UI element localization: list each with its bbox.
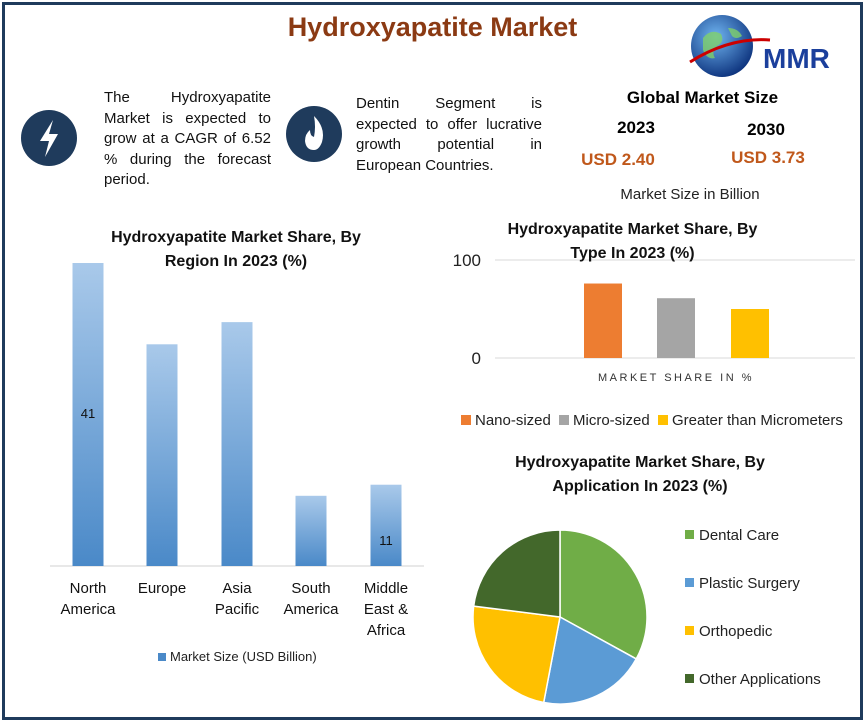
x-tick-label: South America (283, 580, 339, 618)
bar (657, 298, 695, 358)
bar (295, 495, 327, 566)
pie-slice (472, 529, 561, 618)
pie-slice (559, 529, 648, 660)
legend-label: Micro-sized (573, 412, 650, 429)
logo-text: MMR (763, 43, 830, 74)
bar (72, 263, 104, 566)
x-tick-label: North America (60, 580, 116, 618)
chart-title: Hydroxyapatite Market Share, By Type In … (507, 221, 758, 262)
legend-swatch (685, 626, 694, 635)
pie-slice (472, 605, 561, 704)
market-size-title: Global Market Size (626, 88, 779, 107)
x-tick-label: Asia Pacific (214, 580, 260, 618)
market-value: USD 3.73 (731, 148, 805, 167)
data-label: 41 (81, 406, 95, 421)
legend-label: Dental Care (699, 527, 779, 544)
legend-label: Other Applications (699, 671, 821, 688)
legend-swatch (658, 415, 668, 425)
logo: MMR (689, 15, 830, 77)
pie-slice (542, 615, 638, 705)
page-title: Hydroxyapatite Market (287, 12, 578, 42)
info-text: The Hydroxyapatite Market is expected to… (104, 89, 271, 188)
icon-bolt (21, 110, 77, 166)
market-note: Market Size in Billion (620, 186, 760, 203)
bar (370, 484, 402, 566)
legend-label: Orthopedic (699, 623, 773, 640)
legend-label: Plastic Surgery (699, 575, 800, 592)
icon-flame (286, 106, 342, 162)
legend-swatch (559, 415, 569, 425)
legend-label: Greater than Micrometers (672, 412, 843, 429)
x-tick-label: Europe (137, 580, 187, 597)
year: 2030 (747, 120, 785, 139)
y-tick-label: 0 (472, 349, 481, 368)
market-value: USD 2.40 (581, 150, 655, 169)
x-axis-label: MARKET SHARE IN % (598, 372, 754, 384)
bar (146, 344, 178, 566)
data-label: 11 (379, 533, 393, 548)
legend-swatch (158, 653, 166, 661)
bar (731, 309, 769, 358)
legend-label: Market Size (USD Billion) (170, 649, 317, 664)
chart-title: Hydroxyapatite Market Share, By Region I… (111, 229, 361, 270)
y-tick-label: 100 (453, 251, 481, 270)
legend-label: Nano-sized (475, 412, 551, 429)
legend-swatch (685, 674, 694, 683)
legend-swatch (461, 415, 471, 425)
bar (584, 283, 622, 358)
legend-swatch (685, 578, 694, 587)
info-text: Dentin Segment is expected to offer lucr… (356, 95, 542, 174)
x-tick-label: Middle East & Africa (363, 580, 409, 639)
chart-title: Hydroxyapatite Market Share, By Applicat… (515, 454, 765, 495)
legend-swatch (685, 530, 694, 539)
year: 2023 (617, 118, 655, 137)
bar (221, 322, 253, 566)
